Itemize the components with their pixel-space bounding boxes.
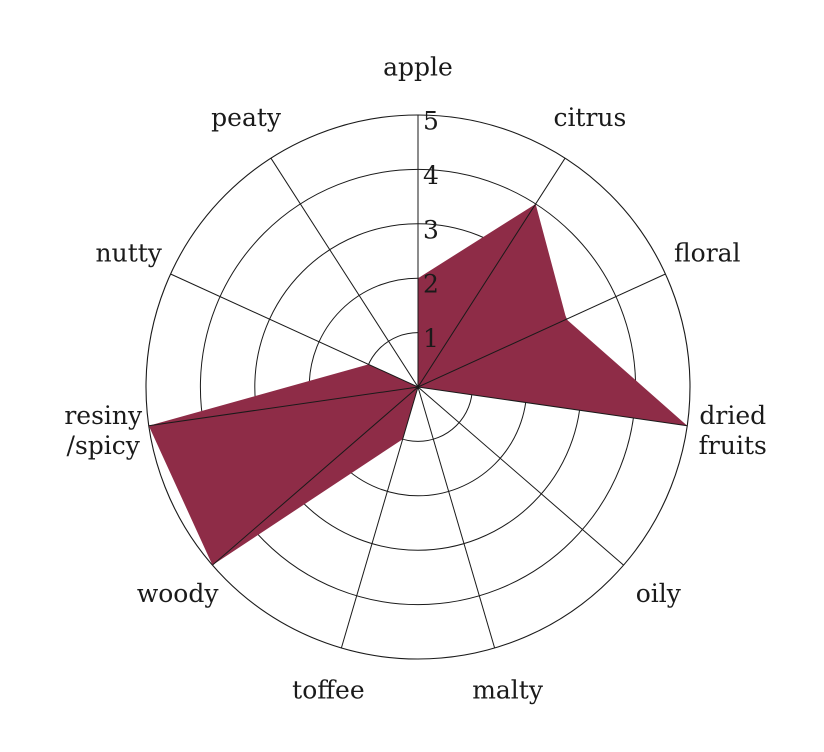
category-label-1: citrus (553, 103, 626, 132)
category-label-5: malty (472, 676, 544, 705)
spoke-7 (212, 386, 419, 566)
spoke-8 (148, 386, 419, 427)
radial-tick-label: 1 (423, 324, 439, 353)
category-label-2: floral (674, 238, 741, 267)
spoke-2 (417, 273, 666, 388)
category-label-text: nutty (96, 238, 163, 267)
spoke-6 (340, 386, 419, 649)
category-label-text: peaty (211, 103, 282, 132)
category-label-6: toffee (292, 676, 364, 705)
spoke-3 (417, 386, 688, 427)
category-label-8: resiny/spicy (64, 401, 143, 460)
category-label-9: nutty (96, 238, 163, 267)
category-label-text: toffee (292, 676, 364, 705)
category-label-text: citrus (553, 103, 626, 132)
category-label-text: resiny (64, 401, 143, 430)
radial-tick-label: 4 (423, 161, 439, 190)
spoke-5 (417, 386, 496, 649)
spoke-9 (170, 273, 419, 388)
category-label-text: oily (636, 579, 682, 608)
category-label-text: dried (699, 401, 766, 430)
spoke-1 (417, 157, 566, 388)
radial-tick-label: 2 (423, 270, 439, 299)
radial-tick-label: 3 (423, 215, 439, 244)
spoke-4 (417, 386, 624, 566)
category-label-text: floral (674, 238, 741, 267)
radial-tick-label: 5 (423, 107, 439, 136)
category-label-text: malty (472, 676, 544, 705)
category-label-text: fruits (699, 431, 767, 460)
category-label-0: apple (383, 53, 453, 82)
category-label-text: /spicy (67, 431, 141, 460)
spoke-layer (148, 115, 688, 649)
spoke-10 (270, 157, 419, 388)
category-label-10: peaty (211, 103, 282, 132)
radial-tick-labels: 1 2 3 4 5 (423, 107, 439, 354)
category-label-text: apple (383, 53, 453, 82)
category-label-7: woody (137, 579, 220, 608)
category-label-text: woody (137, 579, 220, 608)
category-label-4: oily (636, 579, 682, 608)
